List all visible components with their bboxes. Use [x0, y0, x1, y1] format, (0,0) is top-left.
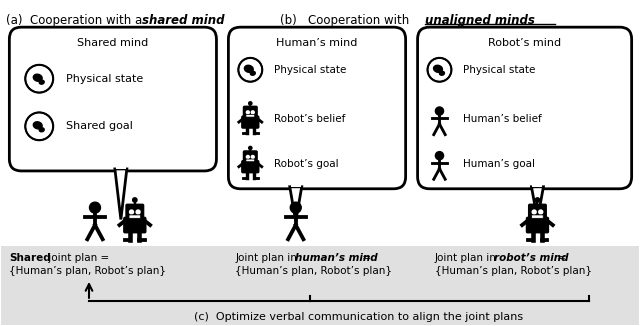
Ellipse shape	[33, 74, 42, 81]
Circle shape	[246, 156, 250, 158]
Text: {Human’s plan, Robot’s plan}: {Human’s plan, Robot’s plan}	[236, 266, 392, 276]
FancyBboxPatch shape	[244, 107, 257, 117]
Polygon shape	[532, 181, 543, 187]
Text: robot’s mind: robot’s mind	[494, 253, 569, 263]
Polygon shape	[116, 163, 126, 169]
Ellipse shape	[250, 71, 255, 75]
Circle shape	[132, 198, 137, 202]
Polygon shape	[115, 169, 127, 219]
Text: (a)  Cooperation with a: (a) Cooperation with a	[6, 14, 147, 27]
Circle shape	[27, 66, 52, 91]
FancyBboxPatch shape	[246, 159, 255, 162]
Circle shape	[252, 156, 254, 158]
Circle shape	[136, 210, 140, 214]
Circle shape	[435, 107, 444, 115]
Text: Shared: Shared	[10, 253, 51, 263]
Circle shape	[240, 59, 260, 80]
Text: Robot’s belief: Robot’s belief	[274, 114, 346, 125]
Circle shape	[429, 59, 450, 80]
Circle shape	[26, 65, 53, 93]
Text: joint plan =: joint plan =	[45, 253, 109, 263]
Polygon shape	[290, 187, 301, 221]
Text: =: =	[359, 253, 371, 263]
Text: Shared mind: Shared mind	[77, 38, 148, 48]
Ellipse shape	[39, 128, 44, 132]
Text: {Human’s plan, Robot’s plan}: {Human’s plan, Robot’s plan}	[435, 266, 591, 276]
Circle shape	[27, 114, 52, 139]
Circle shape	[535, 198, 540, 202]
Text: Human’s belief: Human’s belief	[463, 114, 542, 125]
Circle shape	[246, 111, 250, 114]
Circle shape	[291, 202, 301, 213]
Circle shape	[238, 58, 262, 82]
Text: Shared goal: Shared goal	[66, 121, 133, 131]
Text: {Human’s plan, Robot’s plan}: {Human’s plan, Robot’s plan}	[10, 266, 166, 276]
Polygon shape	[531, 187, 543, 219]
Text: Joint plan in: Joint plan in	[435, 253, 500, 263]
FancyBboxPatch shape	[417, 27, 632, 189]
Text: Joint plan in: Joint plan in	[236, 253, 301, 263]
Ellipse shape	[33, 122, 42, 129]
FancyBboxPatch shape	[242, 116, 259, 128]
Ellipse shape	[39, 80, 44, 84]
FancyBboxPatch shape	[532, 215, 543, 218]
Text: shared mind: shared mind	[142, 14, 224, 27]
Text: unaligned minds: unaligned minds	[424, 14, 534, 27]
Text: Robot’s mind: Robot’s mind	[488, 38, 561, 48]
FancyBboxPatch shape	[246, 114, 255, 117]
Text: =: =	[554, 253, 566, 263]
Circle shape	[249, 102, 252, 105]
Text: human’s mind: human’s mind	[295, 253, 378, 263]
Circle shape	[539, 210, 543, 214]
Ellipse shape	[440, 71, 444, 75]
Text: (c)  Optimize verbal communication to align the joint plans: (c) Optimize verbal communication to ali…	[195, 312, 524, 322]
FancyBboxPatch shape	[228, 27, 406, 189]
FancyBboxPatch shape	[129, 215, 141, 218]
Ellipse shape	[244, 65, 253, 72]
FancyBboxPatch shape	[529, 204, 546, 218]
Circle shape	[428, 58, 451, 82]
FancyBboxPatch shape	[126, 204, 143, 218]
Circle shape	[532, 210, 536, 214]
Text: Physical state: Physical state	[463, 65, 536, 75]
Ellipse shape	[433, 65, 442, 72]
FancyBboxPatch shape	[244, 151, 257, 162]
Polygon shape	[291, 181, 301, 187]
Circle shape	[252, 111, 254, 114]
FancyBboxPatch shape	[527, 217, 548, 233]
Circle shape	[129, 210, 134, 214]
Text: Human’s goal: Human’s goal	[463, 159, 536, 169]
Text: Robot’s goal: Robot’s goal	[274, 159, 339, 169]
Circle shape	[26, 112, 53, 140]
Circle shape	[90, 202, 100, 213]
Circle shape	[435, 152, 444, 160]
Text: Physical state: Physical state	[274, 65, 347, 75]
FancyBboxPatch shape	[1, 246, 639, 325]
Text: Human’s mind: Human’s mind	[276, 38, 358, 48]
Text: Physical state: Physical state	[66, 74, 143, 84]
FancyBboxPatch shape	[124, 217, 146, 233]
FancyBboxPatch shape	[10, 27, 216, 171]
Text: (b)   Cooperation with: (b) Cooperation with	[280, 14, 413, 27]
FancyBboxPatch shape	[242, 161, 259, 172]
Circle shape	[249, 146, 252, 150]
